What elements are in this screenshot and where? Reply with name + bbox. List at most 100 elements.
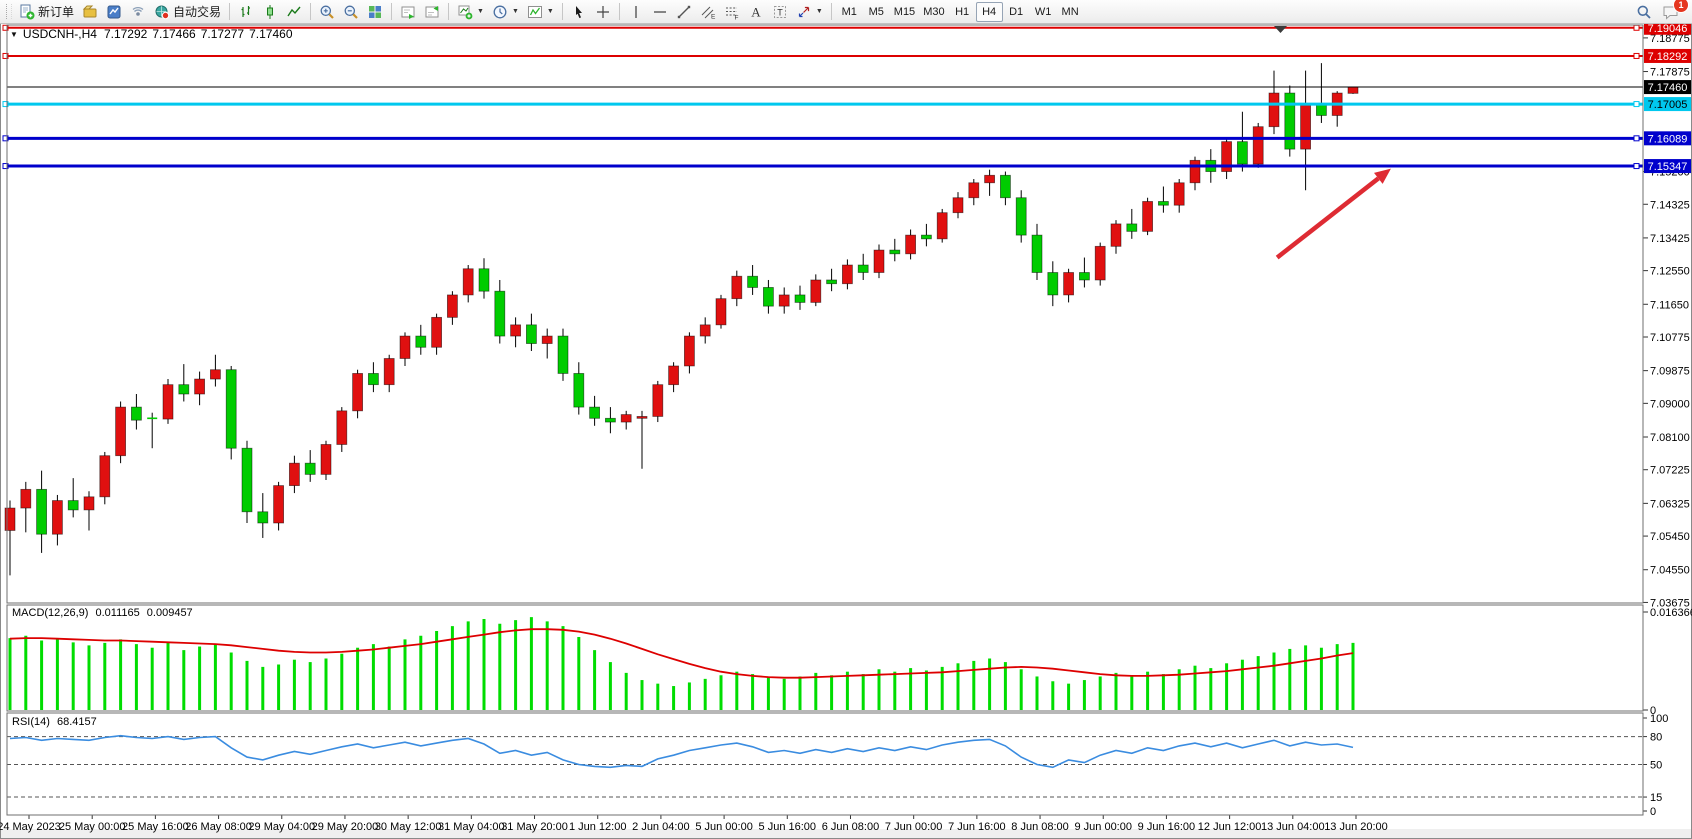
svg-text:5 Jun 16:00: 5 Jun 16:00 — [759, 821, 817, 833]
auto-scroll-button[interactable] — [396, 2, 420, 22]
svg-text:7.19046: 7.19046 — [1648, 23, 1688, 35]
svg-text:F: F — [734, 14, 738, 20]
new-order-icon — [19, 4, 35, 20]
svg-text:25 May 16:00: 25 May 16:00 — [122, 821, 189, 833]
cursor-icon — [571, 4, 587, 20]
svg-text:6 Jun 08:00: 6 Jun 08:00 — [822, 821, 880, 833]
text-icon: A — [748, 4, 764, 20]
profiles-icon — [82, 4, 98, 20]
svg-text:7.17460: 7.17460 — [1648, 82, 1688, 94]
horizontal-line-icon — [652, 4, 668, 20]
svg-text:7.09000: 7.09000 — [1650, 398, 1690, 410]
svg-text:T: T — [777, 7, 783, 17]
svg-text:7.11650: 7.11650 — [1650, 299, 1689, 311]
svg-text:100: 100 — [1650, 713, 1668, 725]
svg-text:A: A — [751, 4, 761, 19]
svg-text:80: 80 — [1650, 732, 1662, 744]
macd-value-signal: 0.009457 — [146, 607, 193, 619]
timeframe-m15-button[interactable]: M15 — [890, 2, 919, 22]
timeframe-w1-button[interactable]: W1 — [1030, 2, 1057, 22]
period-clock-button[interactable]: ▼ — [488, 2, 523, 22]
svg-text:7.09875: 7.09875 — [1650, 366, 1690, 378]
tile-windows-icon — [367, 4, 383, 20]
text-label-icon: T — [772, 4, 788, 20]
toolbar-separator — [391, 3, 393, 20]
svg-text:7.14325: 7.14325 — [1650, 199, 1690, 211]
zoom-out-button[interactable] — [339, 2, 363, 22]
signal-button[interactable] — [126, 2, 150, 22]
tile-windows-button[interactable] — [363, 2, 387, 22]
indicators-button[interactable]: ▼ — [523, 2, 558, 22]
crosshair-icon — [595, 4, 611, 20]
svg-text:5 Jun 00:00: 5 Jun 00:00 — [695, 821, 753, 833]
new-chart-button[interactable]: ▼ — [453, 2, 488, 22]
timeframe-d1-button[interactable]: D1 — [1003, 2, 1030, 22]
fibonacci-icon: F — [724, 4, 740, 20]
zoom-in-icon — [319, 4, 335, 20]
profiles-button[interactable] — [78, 2, 102, 22]
quote-close: 7.17460 — [249, 27, 293, 41]
arrows-tool-button[interactable]: ▼ — [792, 2, 827, 22]
macd-name: MACD(12,26,9) — [12, 607, 89, 619]
notification-badge[interactable]: 1 — [1673, 0, 1689, 13]
new-order-button[interactable]: 新订单 — [15, 2, 78, 22]
timeframe-m1-button[interactable]: M1 — [836, 2, 863, 22]
rsi-name: RSI(14) — [12, 716, 50, 728]
bar-chart-button[interactable] — [234, 2, 258, 22]
text-label-tool-button[interactable]: T — [768, 2, 792, 22]
text-tool-button[interactable]: A — [744, 2, 768, 22]
auto-trading-button[interactable]: 自动交易 — [150, 2, 225, 22]
timeframe-m5-button[interactable]: M5 — [863, 2, 890, 22]
chart-shift-button[interactable] — [420, 2, 444, 22]
auto-trading-icon — [154, 4, 170, 20]
svg-text:15: 15 — [1650, 792, 1662, 804]
svg-text:29 May 20:00: 29 May 20:00 — [312, 821, 379, 833]
trendline-tool-button[interactable] — [672, 2, 696, 22]
svg-text:0: 0 — [1650, 705, 1656, 717]
svg-text:2 Jun 04:00: 2 Jun 04:00 — [632, 821, 690, 833]
svg-text:7.08100: 7.08100 — [1650, 432, 1690, 444]
market-watch-button[interactable] — [102, 2, 126, 22]
dropdown-caret: ▼ — [546, 8, 554, 15]
horizontal-line-tool-button[interactable] — [648, 2, 672, 22]
market-watch-icon — [106, 4, 122, 20]
search-button[interactable] — [1632, 2, 1656, 22]
cursor-button[interactable] — [567, 2, 591, 22]
symbol-dropdown-icon[interactable]: ▼ — [10, 29, 18, 39]
svg-text:1 Jun 12:00: 1 Jun 12:00 — [569, 821, 627, 833]
svg-text:29 May 04:00: 29 May 04:00 — [248, 821, 315, 833]
timeframe-mn-button[interactable]: MN — [1057, 2, 1084, 22]
vertical-line-tool-button[interactable] — [624, 2, 648, 22]
fibonacci-tool-button[interactable]: F — [720, 2, 744, 22]
quote-open: 7.17292 — [103, 27, 148, 41]
arrows-icon — [796, 4, 812, 20]
equidistant-channel-tool-button[interactable]: E — [696, 2, 720, 22]
auto-trading-label: 自动交易 — [173, 5, 222, 19]
timeframe-m30-button[interactable]: M30 — [919, 2, 948, 22]
line-chart-button[interactable] — [282, 2, 306, 22]
toolbar-separator — [448, 3, 450, 20]
timeframe-h1-button[interactable]: H1 — [949, 2, 976, 22]
quote-high: 7.17466 — [152, 27, 196, 41]
quote-low: 7.17277 — [200, 27, 245, 41]
toolbar-right-group: 1 — [1632, 0, 1689, 22]
candlestick-chart-button[interactable] — [258, 2, 282, 22]
chart-title-bar: ▼ USDCNH-,H4 7.17292 7.17466 7.17277 7.1… — [10, 27, 293, 41]
bar-chart-icon — [238, 4, 254, 20]
rsi-indicator-label: RSI(14) 68.4157 — [12, 716, 101, 728]
svg-text:7.07225: 7.07225 — [1650, 465, 1690, 477]
crosshair-button[interactable] — [591, 2, 615, 22]
svg-text:12 Jun 12:00: 12 Jun 12:00 — [1198, 821, 1262, 833]
zoom-in-button[interactable] — [315, 2, 339, 22]
toolbar-separator — [830, 3, 832, 20]
svg-text:0.016366: 0.016366 — [1650, 607, 1692, 619]
toolbar-separator — [561, 3, 563, 20]
svg-text:50: 50 — [1650, 760, 1662, 772]
trendline-icon — [676, 4, 692, 20]
svg-text:7.06325: 7.06325 — [1650, 498, 1690, 510]
dropdown-caret: ▼ — [511, 8, 519, 15]
svg-text:26 May 08:00: 26 May 08:00 — [185, 821, 252, 833]
svg-text:7.10775: 7.10775 — [1650, 332, 1690, 344]
timeframe-h4-button[interactable]: H4 — [975, 1, 1003, 22]
